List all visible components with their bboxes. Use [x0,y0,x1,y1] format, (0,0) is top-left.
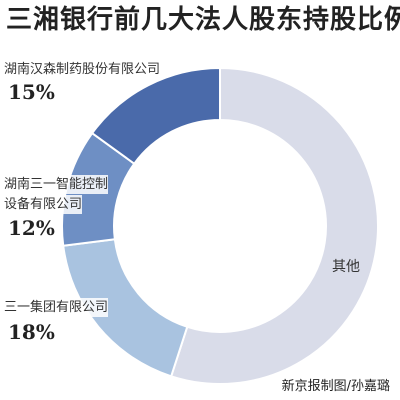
label-hansen-name: 湖南汉森制药股份有限公司 [4,60,161,79]
label-sany-zhineng-name-1: 湖南三一智能控制 [4,175,109,194]
label-sany-group-name: 三一集团有限公司 [4,298,109,317]
donut-slice-3 [90,66,221,166]
donut-slice-0 [169,66,379,385]
label-sany-group-pct: 18% [8,320,55,344]
credit-text: 新京报制图/孙嘉璐 [281,379,390,394]
chart-title: 三湘银行前几大法人股东持股比例 [6,5,400,35]
label-hansen-pct: 15% [8,80,55,104]
label-sany-zhineng-name-2: 设备有限公司 [4,195,83,214]
label-other: 其他 [332,259,360,275]
label-sany-zhineng-pct: 12% [8,216,55,240]
